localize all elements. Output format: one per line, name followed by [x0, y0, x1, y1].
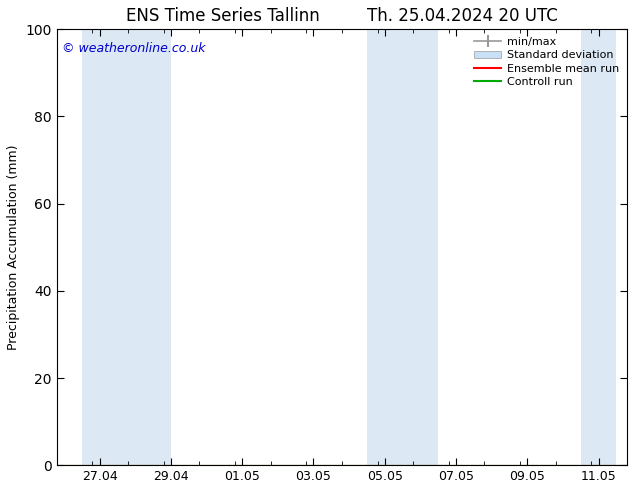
- Y-axis label: Precipitation Accumulation (mm): Precipitation Accumulation (mm): [7, 145, 20, 350]
- Bar: [581, 29, 616, 465]
- Bar: [367, 29, 438, 465]
- Text: © weatheronline.co.uk: © weatheronline.co.uk: [62, 42, 206, 55]
- Bar: [82, 29, 171, 465]
- Title: ENS Time Series Tallinn         Th. 25.04.2024 20 UTC: ENS Time Series Tallinn Th. 25.04.2024 2…: [126, 7, 558, 25]
- Legend: min/max, Standard deviation, Ensemble mean run, Controll run: min/max, Standard deviation, Ensemble me…: [469, 33, 624, 92]
